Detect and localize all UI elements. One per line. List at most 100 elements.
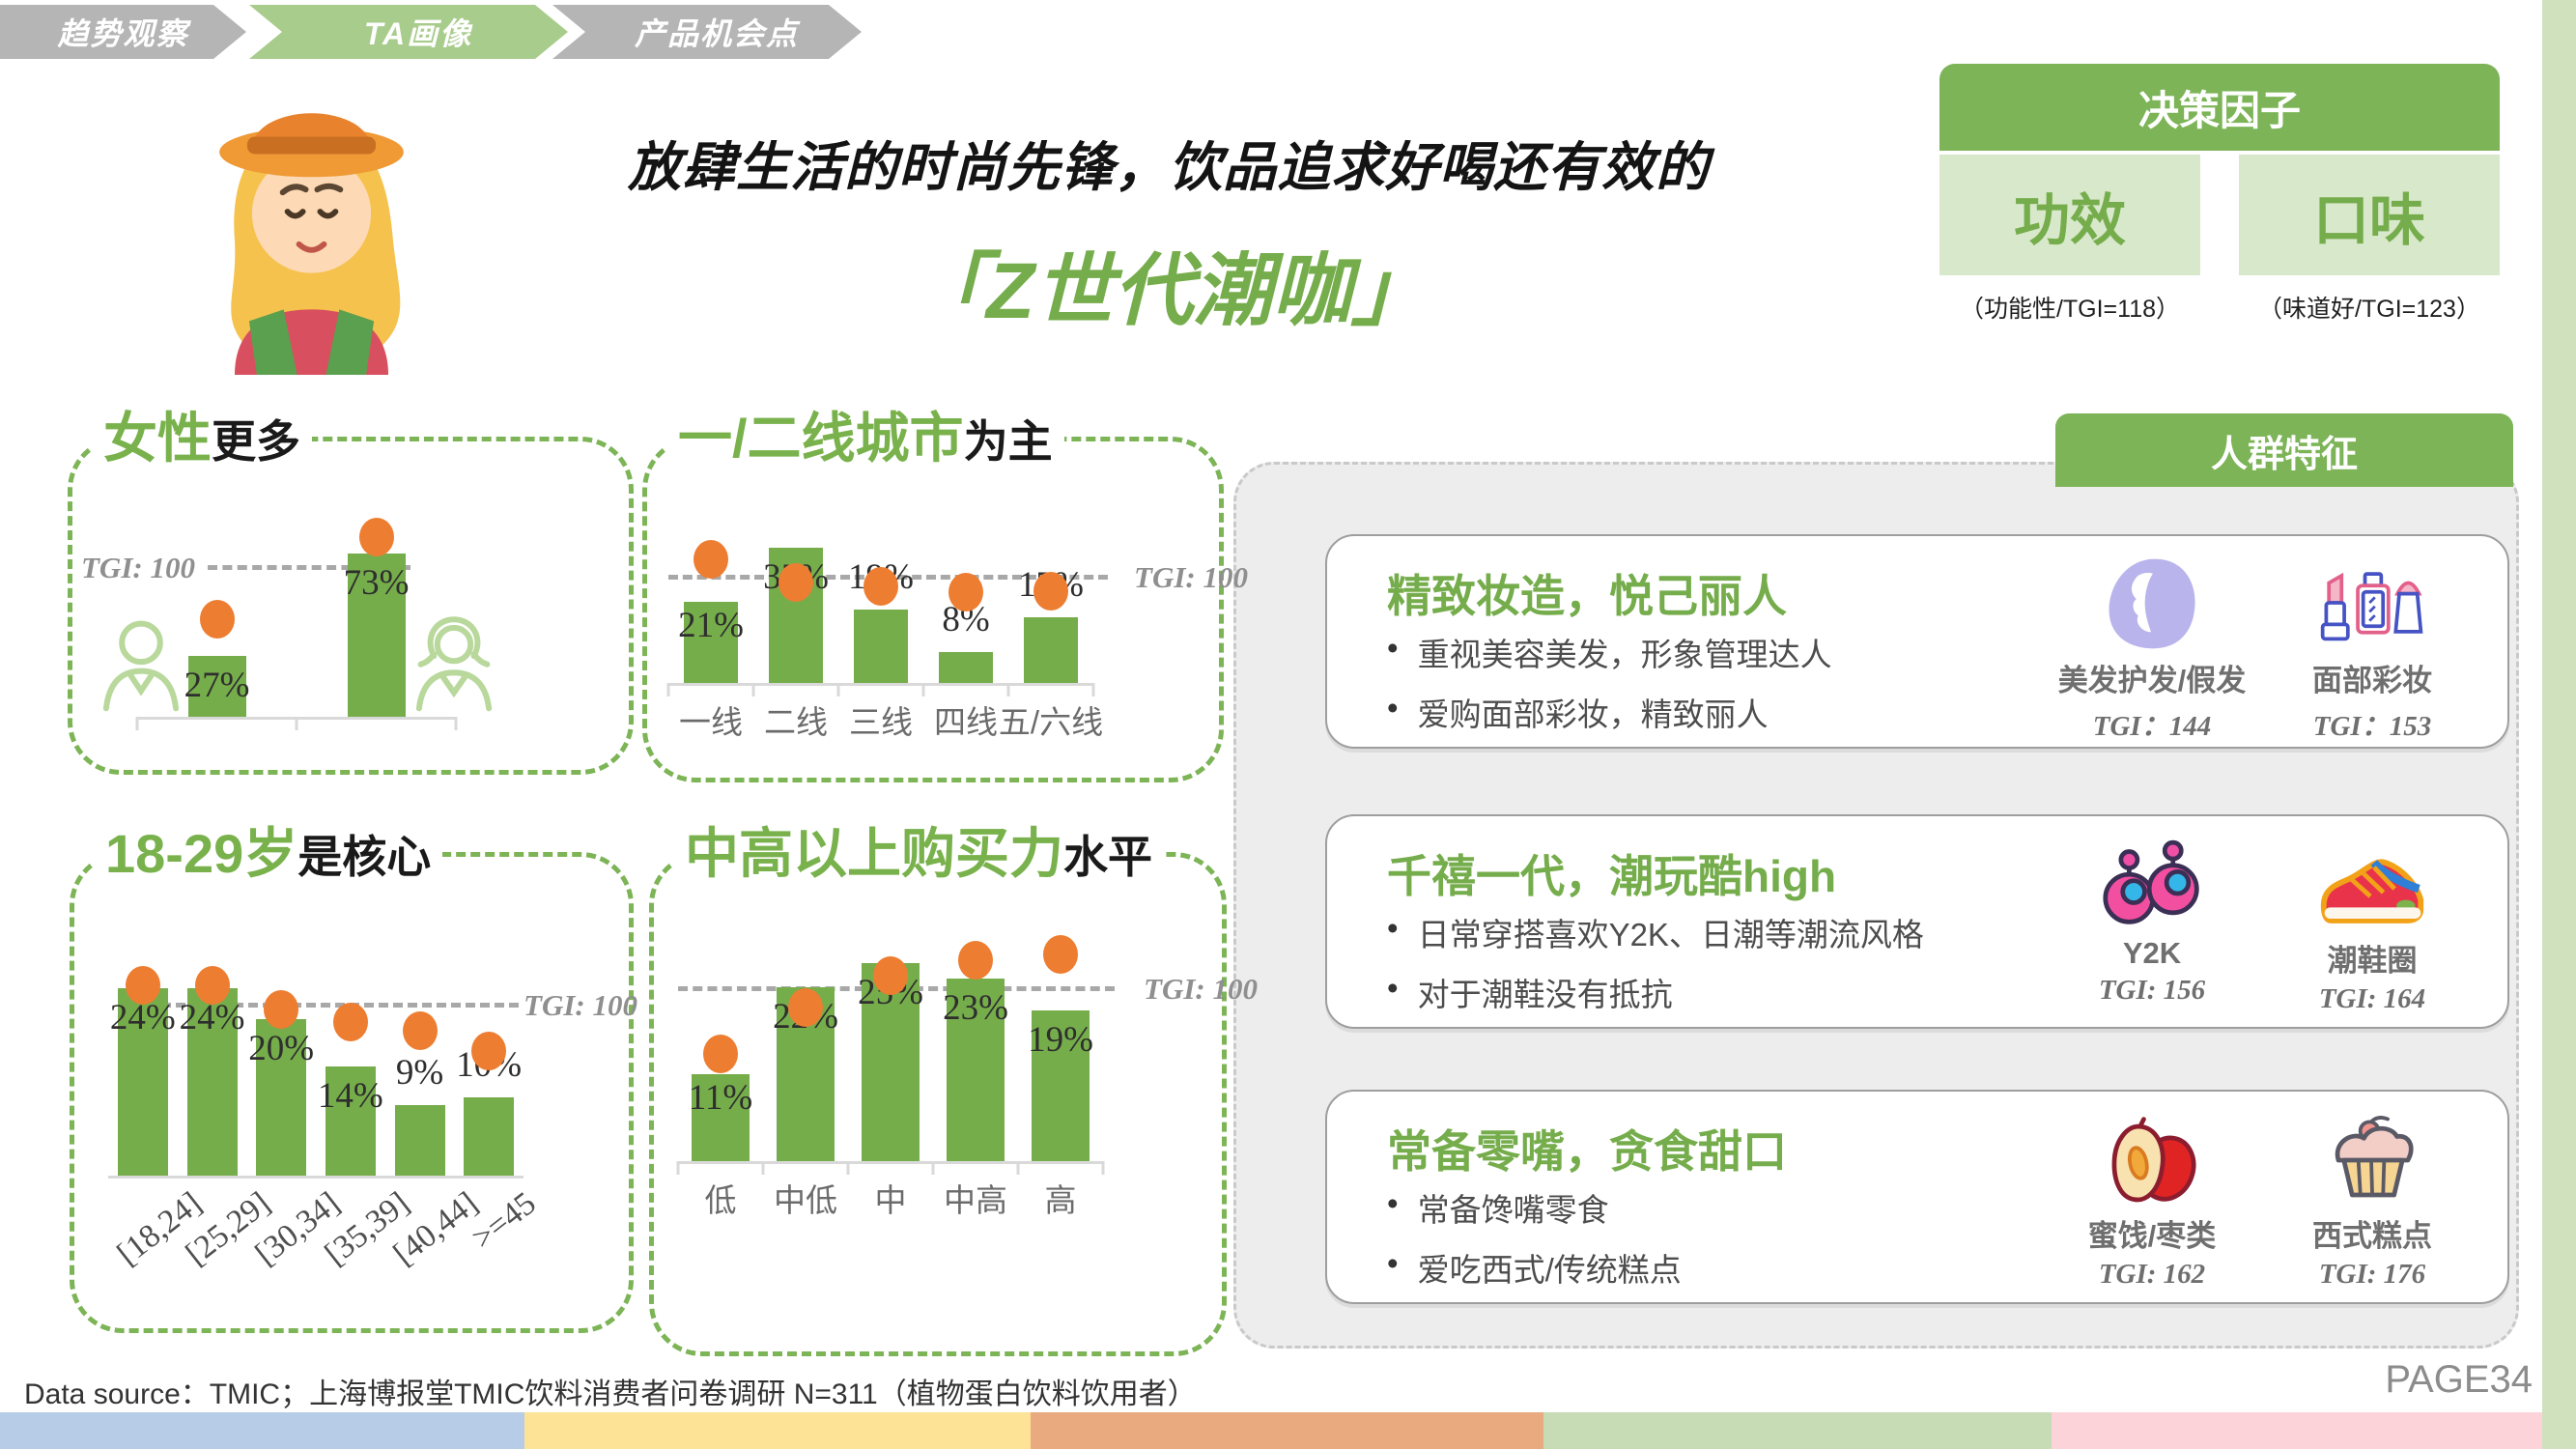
- tgi-line-label: TGI: 100: [1144, 971, 1258, 1006]
- persona-panel-header: 人群特征: [2055, 413, 2513, 487]
- chart-column: 19%三线: [838, 461, 923, 740]
- tag-label: 蜜饯/枣类: [2087, 1219, 2217, 1253]
- persona-card-trendy: 千禧一代，潮玩酷high • 日常穿搭喜欢Y2K、日潮等潮流风格 • 对于潮鞋没有抵…: [1325, 814, 2509, 1029]
- x-axis-label: 四线: [934, 704, 998, 740]
- chart-title-green: 18-29岁: [105, 823, 298, 884]
- tgi-line-label: TGI: 100: [81, 551, 195, 585]
- tgi-dot: [778, 563, 813, 602]
- chart-city-box: 一/二线城市为主 TGI: 100 21% 一线 35%二线19%三线8%四线17%五…: [642, 395, 1248, 782]
- card-bullets: • 重视美容美发，形象管理达人 • 爱购面部彩妆，精致丽人: [1387, 629, 1832, 749]
- decision-factor-header: 决策因子: [1939, 64, 2500, 151]
- bullet-text: 对于潮鞋没有抵抗: [1417, 977, 1673, 1012]
- tgi-dot: [694, 540, 728, 579]
- chart-title-black: 为主: [963, 416, 1053, 467]
- tgi-dot: [125, 966, 160, 1006]
- chart-column: 19% 高: [1018, 905, 1103, 1218]
- bar-value-label: 21%: [678, 606, 744, 645]
- chart-column: 22%中低: [763, 905, 848, 1218]
- male-icon: [102, 620, 180, 712]
- tgi-reference-line: [208, 565, 410, 571]
- chart-power-box: 中高以上购买力水平 TGI: 100 11% 低 22%中低25%中23% 中高 19% 高: [649, 810, 1258, 1356]
- axis-tick: [135, 717, 139, 730]
- axis-tick: [836, 683, 840, 696]
- axis-tick: [931, 1161, 935, 1175]
- axis-tick: [1101, 1161, 1105, 1175]
- axis-tick: [676, 1161, 680, 1175]
- bar-age-2: [256, 1019, 307, 1176]
- bar-gender-0: [187, 656, 246, 717]
- tag-tgi: TGI：153: [2312, 711, 2432, 742]
- tag-tgi: TGI: 164: [2318, 983, 2426, 1014]
- chart-city-title: 一/二线城市为主: [666, 395, 1064, 473]
- x-axis-label: 三线: [849, 704, 913, 740]
- factor-taste-caption: （味道好/TGI=123）: [2258, 296, 2480, 323]
- bottom-bar-blue: [0, 1412, 524, 1449]
- bar-power-2: [862, 963, 920, 1161]
- bar-city-0: [684, 602, 738, 683]
- x-axis-label: 中高: [944, 1182, 1007, 1218]
- title-line1: 放肆生活的时尚先锋，饮品追求好喝还有效的: [627, 137, 1710, 197]
- tag-label: 潮鞋圈: [2327, 944, 2418, 978]
- nav-tab-label: TA画像: [363, 16, 473, 51]
- x-axis: [135, 717, 458, 730]
- axis-tick: [454, 717, 458, 730]
- chart-column: 11% 低: [678, 905, 763, 1218]
- chart-column: 21% 一线: [668, 461, 753, 740]
- bullet-text: 重视美容美发，形象管理达人: [1417, 637, 1832, 672]
- chart-plot-age: TGI: 100 24% [18,24] 24% [25,29] 20% [30,34] 14…: [108, 934, 637, 1272]
- tgi-dot: [199, 600, 235, 639]
- axis-tick: [846, 1161, 850, 1175]
- nav-tab-trend[interactable]: 趋势观察: [0, 5, 246, 59]
- tag-label: 美发护发/假发: [2057, 664, 2247, 697]
- x-axis-label: 中: [874, 1182, 907, 1218]
- nav-tab-label: 产品机会点: [634, 16, 799, 51]
- chart-title-green: 一/二线城市: [678, 408, 964, 469]
- jujube-icon: [2111, 1117, 2196, 1203]
- tgi-dot: [788, 987, 823, 1027]
- tag-label: Y2K: [2122, 936, 2182, 970]
- earrings-icon: [2103, 839, 2199, 924]
- x-axis: [108, 1176, 524, 1179]
- tgi-line-label: TGI: 100: [524, 987, 637, 1022]
- tag-makeup: 面部彩妆 TGI：153: [2262, 550, 2482, 744]
- bottom-bar-green: [1543, 1412, 2052, 1449]
- chart-column: 17%五/六线: [999, 461, 1103, 740]
- tag-y2k: Y2K TGI: 156: [2042, 830, 2262, 1015]
- chart-plot-gender: TGI: 100 27% 73%: [81, 509, 458, 730]
- bar-value-label: 14%: [317, 1075, 383, 1116]
- bullet-text: 常备馋嘴零食: [1417, 1192, 1609, 1228]
- tag-tgi: TGI：144: [2092, 711, 2212, 742]
- bullet-text: 日常穿搭喜欢Y2K、日潮等潮流风格: [1417, 917, 1924, 952]
- tag-tgi: TGI: 156: [2098, 975, 2206, 1006]
- bar-age-1: [186, 987, 238, 1176]
- axis-tick: [295, 717, 298, 730]
- axis-tick: [761, 1161, 765, 1175]
- persona-avatar: [219, 113, 404, 375]
- axis-tick: [1016, 1161, 1020, 1175]
- tgi-line-label: TGI: 100: [1134, 560, 1248, 594]
- bottom-bar-yellow: [524, 1412, 1031, 1449]
- nav-tab-opportunity[interactable]: 产品机会点: [552, 5, 862, 59]
- x-axis-label: 五/六线: [998, 704, 1104, 740]
- bullet-dot: •: [1387, 630, 1399, 666]
- bar-power-3: [947, 979, 1005, 1161]
- factor-label: 口味: [2312, 188, 2425, 252]
- chart-column: 73%: [297, 509, 456, 717]
- bar-value-label: 73%: [343, 562, 410, 603]
- bar-value-label: 11%: [688, 1077, 753, 1118]
- chart-title-black: 是核心: [297, 832, 432, 882]
- bullet-dot: •: [1387, 970, 1399, 1006]
- tgi-dot: [948, 573, 983, 611]
- card-bullets: • 日常穿搭喜欢Y2K、日潮等潮流风格 • 对于潮鞋没有抵抗: [1387, 909, 1924, 1029]
- decision-factor-title: 决策因子: [2137, 87, 2301, 133]
- chart-column: 10%>=45: [454, 934, 543, 1257]
- bar-power-0: [692, 1073, 750, 1161]
- factor-efficacy-caption: （功能性/TGI=118）: [1959, 296, 2181, 323]
- tgi-dot: [958, 940, 993, 980]
- nav-tab-ta-profile[interactable]: TA画像: [249, 5, 568, 59]
- chart-title-black: 水平: [1063, 832, 1152, 882]
- cupcake-icon: [2335, 1116, 2414, 1198]
- bullet-dot: •: [1387, 1185, 1399, 1221]
- tgi-dot: [1033, 572, 1068, 611]
- tag-cupcake: 西式糕点 TGI: 176: [2262, 1105, 2482, 1291]
